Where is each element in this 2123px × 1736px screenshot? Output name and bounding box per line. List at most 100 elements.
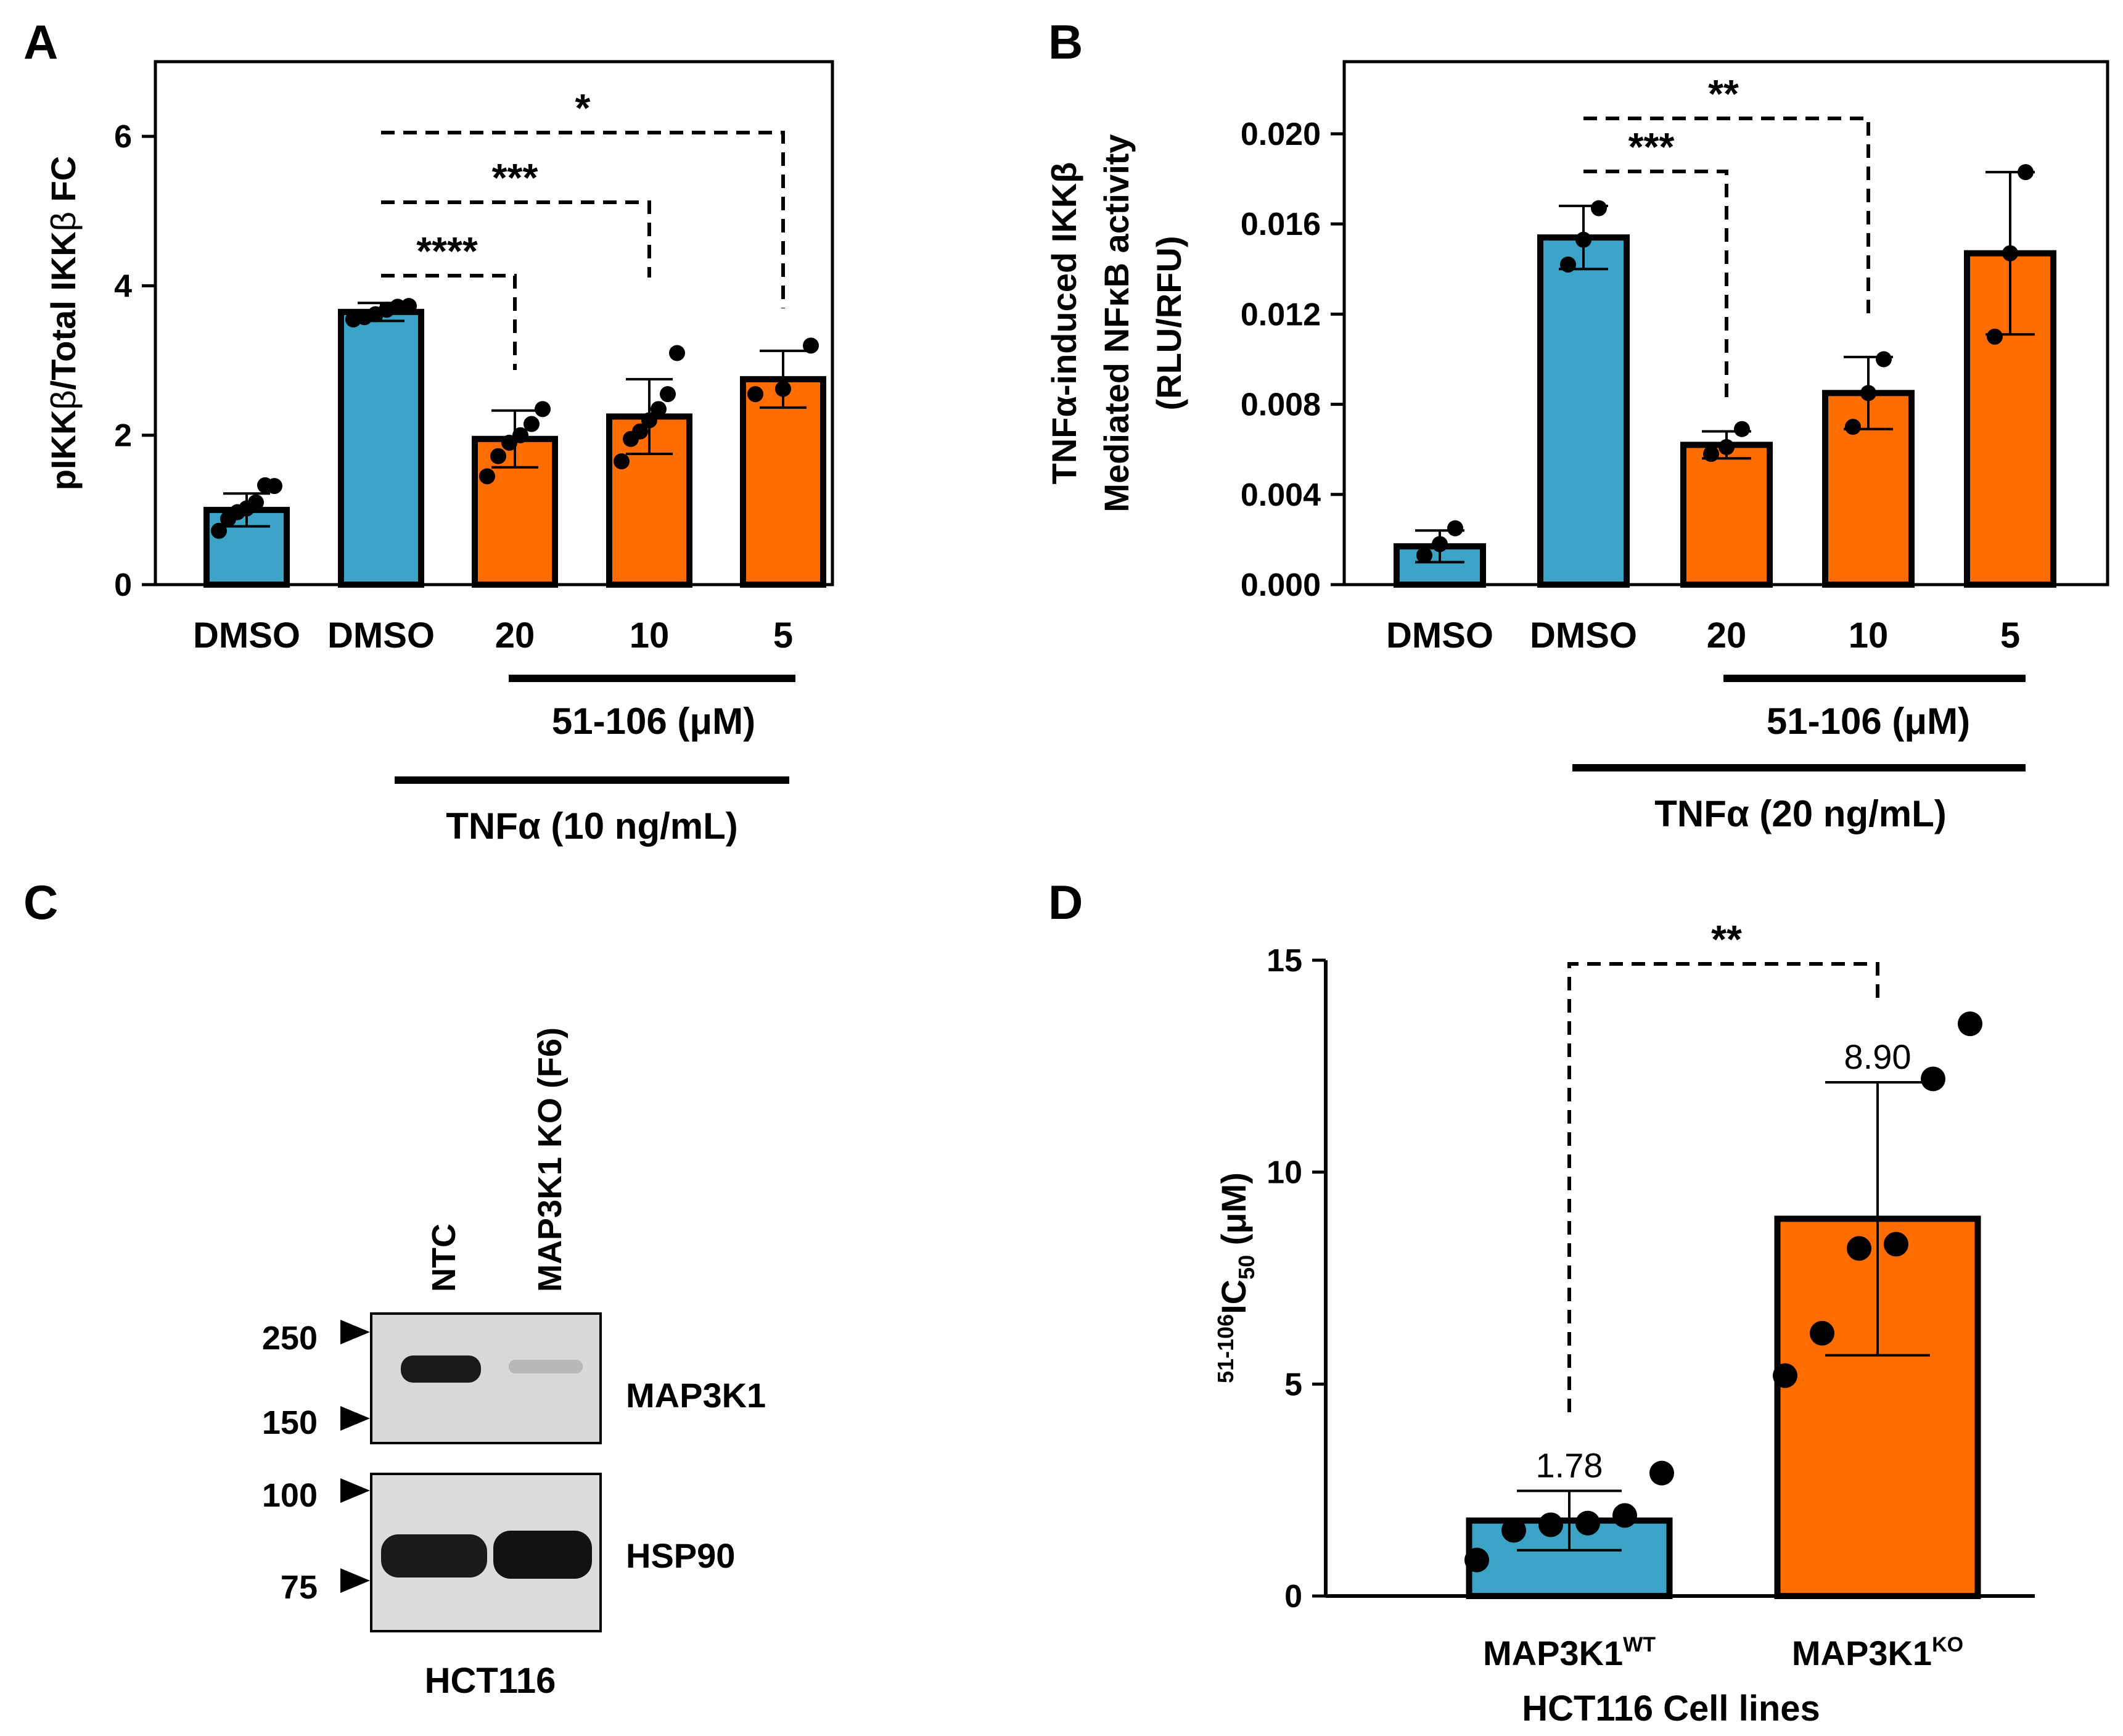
chart-b-data-point [1734,421,1750,437]
chart-b-data-point [1447,520,1463,537]
chart-a-data-point [401,298,417,315]
chart-a-category-label: 5 [773,615,793,656]
chart-d-data-point [1612,1503,1637,1528]
chart-a-x-axis: DMSO DMSO 20 10 5 [193,615,793,656]
chart-d-data-point [1501,1518,1526,1543]
blot-marker-250: 250 [262,1320,318,1357]
chart-b-data-point [2018,164,2034,181]
chart-b-data-point [1876,351,1892,368]
chart-a-category-label: 10 [630,615,670,656]
chart-d-y-tick-label: 5 [1284,1367,1302,1402]
panel-letter-c: C [23,875,58,929]
chart-a-y-axis-title: pIKKβ/Total IKKβ FC [44,156,83,490]
chart-d-data-point [1649,1460,1674,1486]
chart-b-category-label: 5 [2000,615,2020,656]
chart-b-data-point [1575,231,1591,248]
chart-a-y-axis: 0 2 4 6 [114,119,155,603]
chart-a-comparisons: ******** [381,86,785,370]
chart-d-value-label: 8.90 [1844,1037,1912,1076]
chart-b-comparisons: ***** [1583,72,1870,401]
marker-arrow-icon [340,1320,370,1344]
chart-d-y-tick-label: 0 [1284,1579,1302,1615]
chart-d-y-axis-title: 51-106IC50 (μM) [1213,1172,1259,1383]
chart-b-data-point [1860,385,1876,401]
blot-protein-hsp90: HSP90 [626,1536,735,1575]
chart-a-data-point [512,427,528,443]
chart-a-data-point [669,345,685,361]
chart-d-data-point [1464,1547,1489,1573]
panel-letter-a: A [23,15,58,69]
chart-a-significance-label: *** [492,155,538,200]
chart-a-data-point [524,416,540,432]
blot-cell-line: HCT116 [425,1661,556,1701]
chart-b-data-point [1591,200,1607,216]
blot-marker-75: 75 [281,1569,318,1606]
chart-d-value-label: 1.78 [1536,1446,1603,1485]
chart-b-x-axis: DMSO DMSO 20 10 5 [1386,615,2020,656]
chart-a-data-point [266,478,282,495]
chart-b-category-label: 10 [1849,615,1889,656]
chart-a-data-point [211,522,227,539]
chart-a-data-point [479,468,495,485]
chart-b-y-axis: 0.000 0.004 0.008 0.012 0.016 0.020 [1241,117,1344,603]
chart-b-y-axis-title-line-1: TNFα-induced IKKβ [1045,162,1083,485]
chart-a-y-tick-label: 4 [114,268,132,304]
chart-d-category-label: MAP3K1KO [1792,1633,1963,1672]
chart-a-category-label: 20 [495,615,535,656]
chart-d-data-point [1884,1232,1908,1257]
chart-a-bar [472,435,558,588]
chart-b-category-label: 20 [1707,615,1747,656]
chart-a-bar [740,376,826,588]
marker-arrow-icon [340,1568,370,1593]
chart-b-y-tick-label: 0.016 [1241,207,1321,242]
chart-a-data-point [490,448,506,464]
chart-a-data-point [614,453,630,470]
blot-marker-150: 150 [262,1404,318,1441]
chart-b-data-point [2002,245,2018,261]
chart-d-comparisons: ** [1567,917,1879,1412]
chart-b-y-axis-title-line-3: (RLU/RFU) [1149,236,1188,410]
chart-d-data-point [1538,1512,1563,1537]
chart-d-y-tick-label: 15 [1267,943,1302,979]
chart-d-x-axis-title: HCT116 Cell lines [1522,1689,1820,1729]
chart-b-stimulus-label: TNFα (20 ng/mL) [1654,793,1947,834]
chart-b-category-label: DMSO [1530,615,1637,656]
chart-d-data-point [1921,1066,1945,1092]
blot-marker-100: 100 [262,1477,318,1514]
chart-b-data-point [1703,446,1719,462]
blot-map3k1-band-ko [509,1360,583,1373]
chart-a-y-tick-label: 2 [114,418,132,454]
panel-letter-d: D [1048,875,1083,929]
chart-b-bar [1537,234,1630,588]
chart-d-significance-label: ** [1711,917,1742,961]
chart-b-y-tick-label: 0.004 [1241,477,1321,513]
blot-protein-map3k1: MAP3K1 [626,1376,766,1415]
chart-d-y-tick-label: 10 [1267,1155,1302,1191]
panel-letter-b: B [1048,15,1083,69]
chart-b-data-point [1560,256,1576,273]
chart-a-data-point [660,386,676,403]
chart-b-significance-bracket [1583,117,1870,315]
chart-b-y-tick-label: 0.012 [1241,297,1321,332]
chart-d-data-point [1847,1236,1871,1261]
chart-b-data-point [1845,419,1861,435]
chart-a-data-point [641,412,657,429]
chart-a-y-tick-label: 0 [114,567,132,603]
chart-b-significance-label: ** [1708,72,1739,116]
marker-arrow-icon [340,1406,370,1431]
blot-hsp90-band-ntc [381,1534,487,1578]
chart-d-data-point [1810,1320,1834,1346]
chart-a-significance-bracket [381,274,517,370]
chart-a-category-label: DMSO [193,615,300,656]
chart-b-y-tick-label: 0.020 [1241,117,1321,152]
chart-b-bars [1394,234,2056,588]
chart-a-data-point [535,401,551,418]
chart-a-points [211,298,819,539]
chart-d-category-label: MAP3K1WT [1483,1633,1656,1672]
blot-lane-label-ko: MAP3K1 KO (F6) [532,1027,569,1292]
chart-d-data-point [1575,1510,1600,1536]
chart-b-bar [1680,442,1773,588]
